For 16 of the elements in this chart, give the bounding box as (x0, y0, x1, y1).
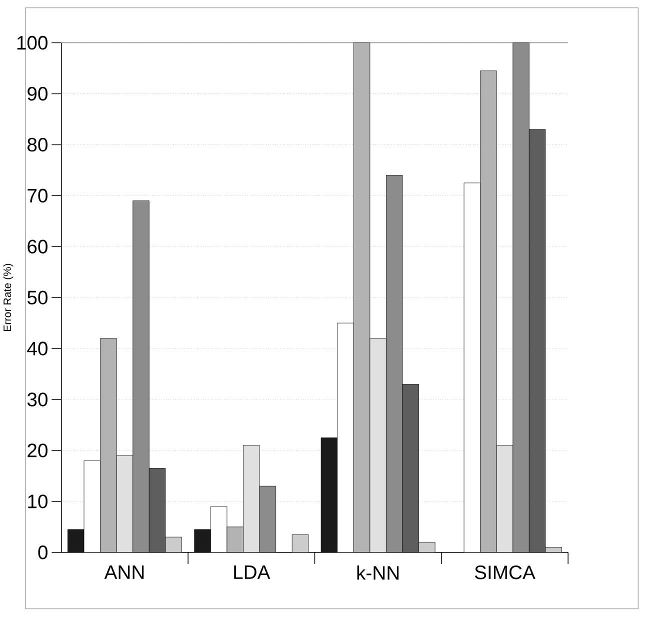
x-tick-label: ANN (104, 566, 144, 580)
y-tick-label: 90 (28, 87, 48, 101)
x-tick-label: LDA (234, 566, 270, 580)
x-tick-label: k-NN (357, 566, 399, 580)
y-tick-label: 70 (28, 189, 48, 203)
y-tick-label: 80 (28, 138, 48, 152)
y-tick-label: 50 (27, 290, 48, 305)
y-tick-label: 0 (38, 546, 48, 560)
y-tick-label: 40 (27, 342, 48, 356)
y-axis-title: Error Rate (%) (3, 264, 14, 332)
y-tick-label: 30 (27, 392, 48, 407)
y-tick-label: 20 (28, 444, 48, 458)
y-tick-label: 10 (28, 494, 48, 508)
y-tick-label: 100 (17, 36, 48, 50)
x-tick-label: SIMCA (474, 566, 536, 580)
y-tick-label: 60 (28, 240, 48, 254)
